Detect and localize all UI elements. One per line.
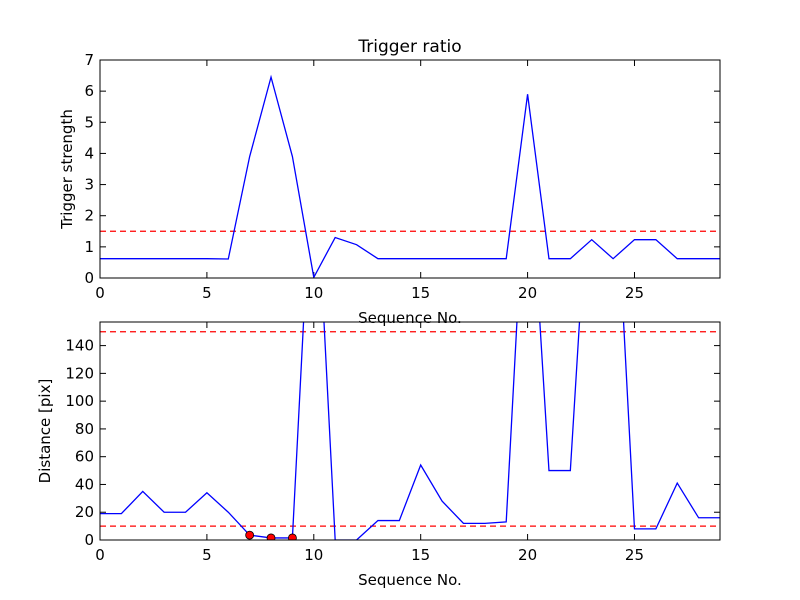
- clipped-layer: [100, 322, 720, 540]
- y-axis-label: Trigger strength: [58, 109, 76, 230]
- y-tick-label: 1: [84, 238, 94, 256]
- y-axis-label: Distance [pix]: [36, 379, 54, 484]
- y-tick-label: 0: [84, 531, 94, 549]
- series-line: [100, 322, 720, 540]
- y-tick-label: 120: [65, 364, 94, 382]
- y-tick-label: 7: [84, 51, 94, 69]
- y-tick-label: 0: [84, 269, 94, 287]
- y-tick-label: 80: [75, 420, 94, 438]
- x-tick-label: 0: [95, 546, 105, 564]
- plot-area: [100, 74, 720, 278]
- y-tick-label: 2: [84, 207, 94, 225]
- x-tick-label: 0: [95, 284, 105, 302]
- y-tick-label: 100: [65, 392, 94, 410]
- highlight-point: [288, 533, 297, 540]
- clipped-layer: [100, 74, 720, 278]
- y-tick-label: 60: [75, 448, 94, 466]
- trigger-ratio-chart: Trigger ratio Trigger strength Sequence …: [58, 37, 721, 327]
- y-tick-label: 6: [84, 82, 94, 100]
- plot-frame: [99, 321, 721, 541]
- x-tick-label: 25: [625, 284, 644, 302]
- x-tick-label: 5: [202, 546, 212, 564]
- y-tick-label: 20: [75, 503, 94, 521]
- plot-area: [100, 322, 720, 540]
- x-tick-label: 20: [518, 546, 537, 564]
- chart-title: Trigger ratio: [357, 37, 461, 57]
- distance-chart: Distance [pix] Sequence No. 0 5 10 15 20 25 0 2…: [36, 321, 721, 589]
- x-axis-label: Sequence No.: [358, 309, 462, 327]
- y-tick-label: 140: [65, 337, 94, 355]
- x-tick-label: 25: [625, 546, 644, 564]
- x-tick-label: 20: [518, 284, 537, 302]
- y-tick-label: 4: [84, 144, 94, 162]
- x-axis-label: Sequence No.: [358, 571, 462, 589]
- x-tick-label: 15: [411, 546, 430, 564]
- tick-layer: 0 5 10 15 20 25 0 1 2 3 4 5 6 7: [84, 51, 720, 302]
- y-tick-label: 40: [75, 475, 94, 493]
- plot-frame: [99, 59, 721, 279]
- y-tick-label: 3: [84, 176, 94, 194]
- x-tick-label: 15: [411, 284, 430, 302]
- highlight-point: [245, 530, 255, 540]
- x-tick-label: 10: [304, 546, 323, 564]
- highlight-point: [266, 533, 276, 540]
- tick-layer: 0 5 10 15 20 25 0 20 40 60 80 100 120 140: [65, 322, 720, 564]
- x-tick-label: 5: [202, 284, 212, 302]
- x-tick-label: 10: [304, 284, 323, 302]
- y-tick-label: 5: [84, 113, 94, 131]
- series-line: [100, 74, 720, 278]
